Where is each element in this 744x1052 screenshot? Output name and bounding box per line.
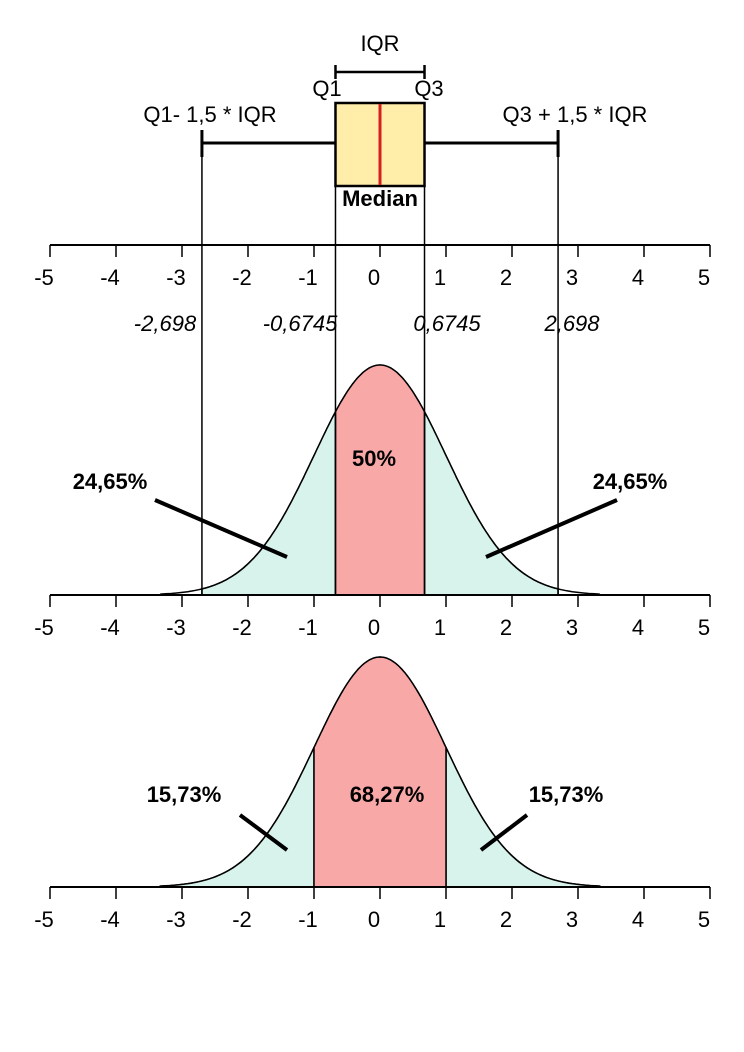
tick-label: 2 [500, 265, 512, 290]
boundary-label: -0,6745 [263, 311, 338, 336]
tick-label: 4 [632, 615, 644, 640]
tick-label: -1 [298, 265, 318, 290]
tick-label: -3 [166, 615, 186, 640]
tail-percent: 24,65% [593, 469, 668, 494]
tick-label: 5 [698, 907, 710, 932]
tick-label: -1 [298, 907, 318, 932]
lower-fence-label: Q1- 1,5 * IQR [143, 102, 276, 127]
tick-label: -5 [34, 265, 54, 290]
center-region [313, 656, 447, 888]
tick-label: 1 [434, 907, 446, 932]
tick-label: 2 [500, 907, 512, 932]
tick-label: -5 [34, 907, 54, 932]
tick-label: 3 [566, 265, 578, 290]
tick-label: 0 [368, 265, 380, 290]
q1-label: Q1 [312, 76, 341, 101]
tick-label: -4 [100, 615, 120, 640]
tail-region [423, 411, 559, 596]
tick-label: 3 [566, 907, 578, 932]
leader-line [479, 813, 529, 852]
boundary-label: 0,6745 [413, 311, 481, 336]
upper-fence-label: Q3 + 1,5 * IQR [503, 102, 648, 127]
tail-percent: 24,65% [73, 469, 148, 494]
tail-region [159, 747, 315, 888]
tick-label: -3 [166, 907, 186, 932]
boundary-label: -2,698 [134, 311, 197, 336]
tick-label: -4 [100, 265, 120, 290]
tail-region [445, 747, 601, 888]
tick-label: 4 [632, 265, 644, 290]
tick-label: 0 [368, 907, 380, 932]
tail-percent: 15,73% [529, 782, 604, 807]
tail-percent: 15,73% [147, 782, 222, 807]
center-percent: 68,27% [350, 782, 425, 807]
tick-label: -3 [166, 265, 186, 290]
leader-line [238, 813, 289, 852]
center-region [334, 364, 426, 596]
q3-label: Q3 [414, 76, 443, 101]
tick-label: -2 [232, 615, 252, 640]
tick-label: 1 [434, 265, 446, 290]
center-percent: 50% [352, 446, 396, 471]
tick-label: 1 [434, 615, 446, 640]
tick-label: 4 [632, 907, 644, 932]
tick-label: 3 [566, 615, 578, 640]
leader-line [154, 498, 288, 559]
tick-label: -5 [34, 615, 54, 640]
median-label: Median [342, 186, 418, 211]
boundary-label: 2,698 [543, 311, 600, 336]
leader-line [485, 498, 618, 559]
tick-label: 5 [698, 265, 710, 290]
tick-label: 5 [698, 615, 710, 640]
tail-region [201, 411, 337, 596]
tick-label: -2 [232, 907, 252, 932]
tick-label: -4 [100, 907, 120, 932]
iqr-label: IQR [360, 31, 399, 56]
tick-label: 2 [500, 615, 512, 640]
tick-label: -1 [298, 615, 318, 640]
tick-label: 0 [368, 615, 380, 640]
tick-label: -2 [232, 265, 252, 290]
